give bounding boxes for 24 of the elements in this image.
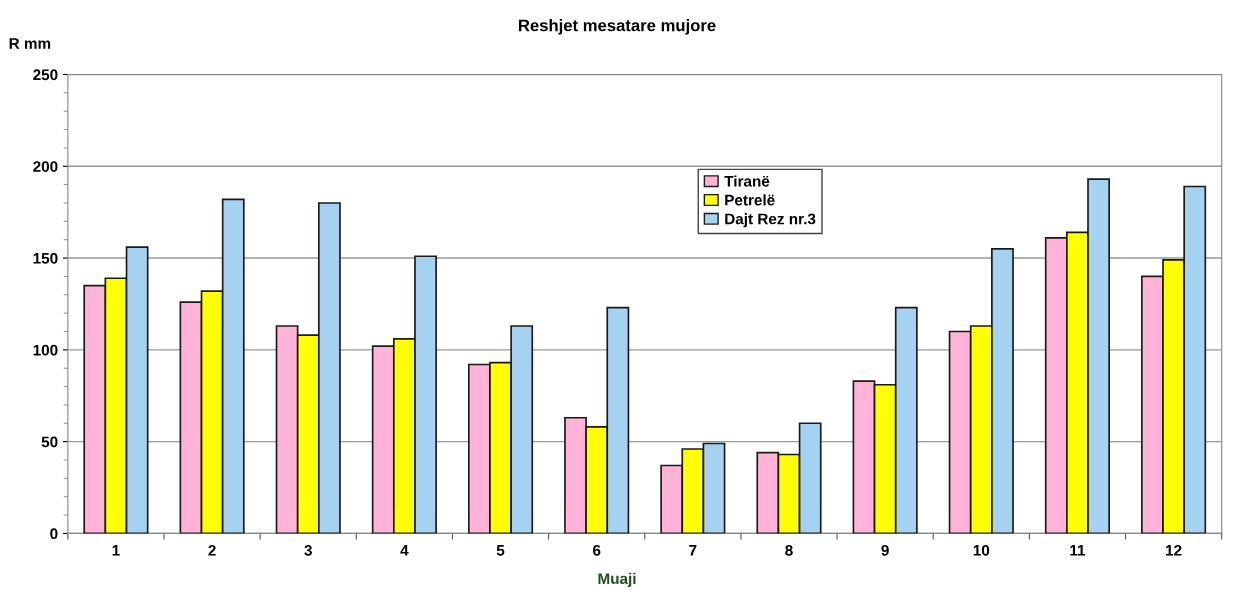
x-tick-label: 1 xyxy=(112,545,120,556)
x-tick-label: 3 xyxy=(304,544,312,556)
x-axis-title: Muaji xyxy=(598,572,636,588)
y-tick-label: 50 xyxy=(41,436,58,448)
x-tick-label: 11 xyxy=(1070,545,1086,556)
chart-title: Reshjet mesatare mujore xyxy=(519,19,716,35)
x-tick-label: 9 xyxy=(881,544,889,556)
x-tick-label: 12 xyxy=(1166,544,1182,556)
legend-label: Tiranë xyxy=(724,175,770,187)
y-tick-label: 0 xyxy=(50,528,58,540)
y-tick-label: 100 xyxy=(33,344,58,356)
x-tick-label: 8 xyxy=(785,544,793,556)
y-tick-label: 150 xyxy=(33,252,58,264)
x-tick-label: 6 xyxy=(593,544,601,556)
x-tick-label: 5 xyxy=(496,545,505,556)
y-axis-title: R mm xyxy=(9,38,51,49)
x-tick-label: 2 xyxy=(208,544,216,556)
x-tick-label: 10 xyxy=(973,544,990,556)
legend-label: Petrelë xyxy=(725,194,775,206)
y-tick-label: 250 xyxy=(33,69,58,81)
x-tick-label: 7 xyxy=(689,545,697,556)
legend-label: Dajt Rez nr.3 xyxy=(725,213,816,228)
y-tick-label: 200 xyxy=(33,161,58,172)
x-tick-label: 4 xyxy=(400,545,409,556)
